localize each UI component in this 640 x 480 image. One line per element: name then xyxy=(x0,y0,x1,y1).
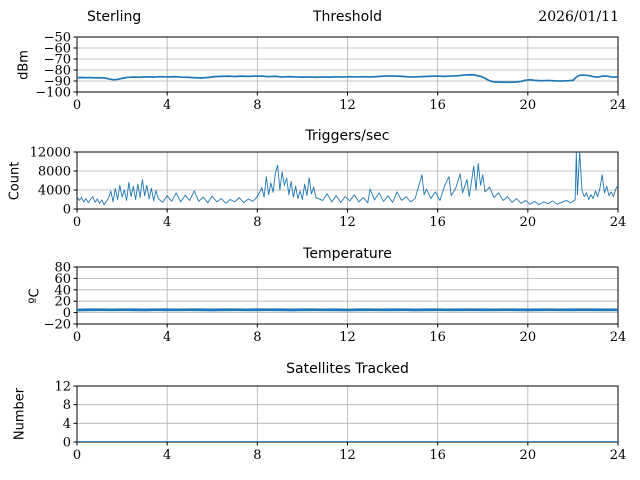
triggers-plot-area: 0 4 8 12 16 20 24 0 4000 8000 12000 xyxy=(30,146,627,231)
y-tick-label: 40 xyxy=(54,283,71,298)
x-tick-label: 4 xyxy=(163,215,171,230)
x-tick-label: 20 xyxy=(520,98,537,113)
y-tick-label: 12 xyxy=(54,380,71,395)
x-tick-label: 0 xyxy=(73,448,81,463)
x-tick-label: 12 xyxy=(339,98,356,113)
y-tick-label: 8 xyxy=(63,398,71,413)
y-tick-label: 0 xyxy=(63,436,71,451)
y-tick-label: 80 xyxy=(54,261,71,276)
x-tick-label: 12 xyxy=(339,215,356,230)
y-tick-label: 60 xyxy=(54,272,71,287)
x-tick-label: 24 xyxy=(610,98,627,113)
x-tick-label: 8 xyxy=(253,330,261,345)
x-tick-label: 8 xyxy=(253,448,261,463)
y-tick-label: −60 xyxy=(44,42,71,57)
x-tick-label: 0 xyxy=(73,98,81,113)
y-tick-label: −70 xyxy=(44,53,71,68)
satellites-plot-area: 0 4 8 12 16 20 24 0 4 8 12 xyxy=(54,380,626,464)
x-tick-label: 16 xyxy=(429,215,446,230)
threshold-axes: 0 4 8 12 16 20 24 −100−90−80−70−60−50 xyxy=(35,31,626,114)
satellites-axes: 0 4 8 12 16 20 24 0 4 8 12 xyxy=(54,380,626,464)
threshold-series-line xyxy=(77,73,618,84)
y-tick-label: 12000 xyxy=(30,146,71,161)
x-tick-label: 20 xyxy=(520,215,537,230)
x-tick-label: 16 xyxy=(429,448,446,463)
y-tick-label: −100 xyxy=(35,86,71,101)
satellites-title: Satellites Tracked xyxy=(286,361,409,377)
y-tick-label: 0 xyxy=(63,203,71,218)
x-tick-label: 0 xyxy=(73,215,81,230)
x-tick-label: 20 xyxy=(520,448,537,463)
y-tick-label: 0 xyxy=(63,306,71,321)
triggers-series-line xyxy=(77,152,618,206)
y-tick-label: −90 xyxy=(44,75,71,90)
y-tick-label: −50 xyxy=(44,31,71,46)
x-tick-label: 20 xyxy=(520,330,537,345)
x-tick-label: 12 xyxy=(339,448,356,463)
x-tick-label: 24 xyxy=(610,215,627,230)
threshold-plot-area: 0 4 8 12 16 20 24 −100−90−80−70−60−50 xyxy=(35,31,626,114)
x-tick-label: 4 xyxy=(163,448,171,463)
y-tick-label: 8000 xyxy=(38,165,71,180)
triggers-title: Triggers/sec xyxy=(305,128,390,144)
threshold-title-left: Sterling xyxy=(87,9,142,25)
threshold-title: Threshold xyxy=(313,9,382,25)
x-tick-label: 4 xyxy=(163,330,171,345)
x-tick-label: 8 xyxy=(253,215,261,230)
y-tick-label: −80 xyxy=(44,64,71,79)
x-tick-label: 16 xyxy=(429,98,446,113)
x-tick-label: 0 xyxy=(73,330,81,345)
x-tick-label: 16 xyxy=(429,330,446,345)
x-tick-label: 8 xyxy=(253,98,261,113)
x-tick-label: 12 xyxy=(339,330,356,345)
temperature-title: Temperature xyxy=(303,246,392,262)
y-tick-label: 4000 xyxy=(38,184,71,199)
y-tick-label: −20 xyxy=(44,318,71,333)
x-tick-label: 24 xyxy=(610,330,627,345)
threshold-date: 2026/01/11 xyxy=(538,9,619,25)
y-tick-label: 20 xyxy=(54,295,71,310)
triggers-axes: 0 4 8 12 16 20 24 0 4000 8000 12000 xyxy=(30,146,627,231)
x-tick-label: 4 xyxy=(163,98,171,113)
y-tick-label: 4 xyxy=(63,417,71,432)
x-tick-label: 24 xyxy=(610,448,627,463)
